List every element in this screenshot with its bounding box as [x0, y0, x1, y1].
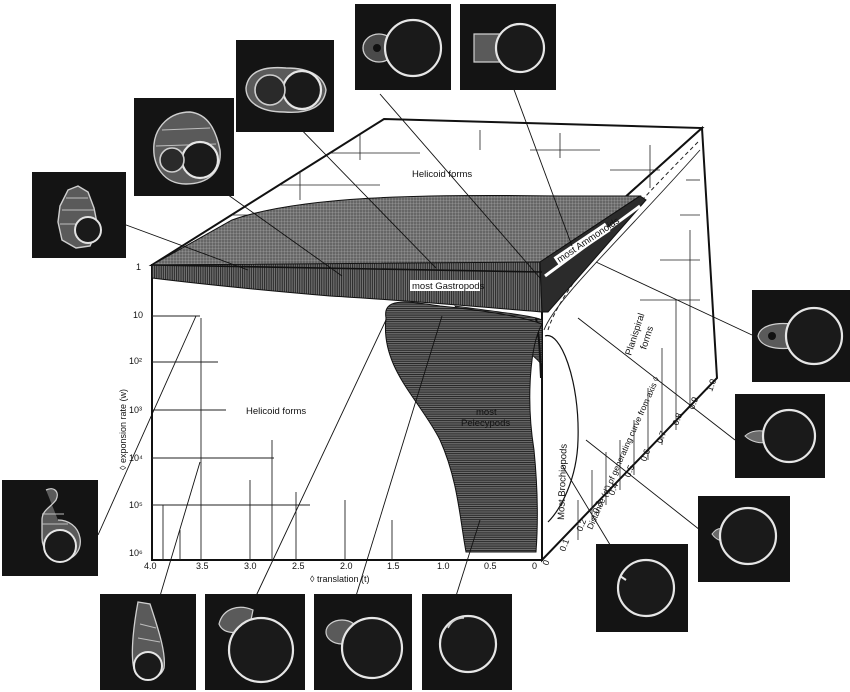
d-tick-0-6: 0.6 — [638, 448, 652, 463]
specimen-gastropod-low-spire — [236, 40, 334, 132]
y-tick-1000: 10³ — [129, 405, 142, 415]
side-dashed-curve — [547, 139, 701, 331]
x-tick-3-5: 3.5 — [196, 561, 209, 571]
side-grid — [577, 179, 700, 540]
specimen-pelecypod-large-umbo — [205, 594, 305, 690]
x-tick-0: 0 — [532, 561, 537, 571]
specimen-gastropod-high-spire — [134, 98, 234, 196]
specimen-tall-cone — [100, 594, 196, 690]
y-tick-100000: 10⁵ — [129, 500, 143, 510]
y-tick-1000000: 10⁶ — [129, 548, 143, 558]
d-tick-0-7: 0.7 — [654, 430, 668, 445]
d-tick-0-9: 0.9 — [686, 396, 700, 411]
specimen-planispiral-involute — [752, 290, 850, 382]
x-tick-2-5: 2.5 — [292, 561, 305, 571]
y-tick-10000: 10⁴ — [129, 453, 143, 463]
specimen-pelecypod-umbo — [314, 594, 412, 690]
y-tick-1: 1 — [136, 262, 141, 272]
gastropods-label: most Gastropods — [412, 281, 485, 292]
x-tick-4-0: 4.0 — [144, 561, 157, 571]
specimen-ammonoid-front-view — [460, 4, 556, 90]
brachiopod-boundary — [544, 335, 579, 523]
d-tick-0-8: 0.8 — [670, 412, 684, 427]
x-tick-2-0: 2.0 — [340, 561, 353, 571]
specimens — [2, 4, 850, 690]
d-tick-1-0: 1.0 — [704, 378, 718, 393]
specimen-pelecypod-round — [422, 594, 512, 690]
x-axis: 4.0 3.5 3.0 2.5 2.0 1.5 1.0 0.5 0 ◊ tran… — [144, 561, 537, 584]
pelecypods-label-line1: most — [476, 407, 497, 418]
specimen-ammonoid-side-view — [355, 4, 451, 90]
y-tick-10: 10 — [133, 310, 143, 320]
specimen-gastropod-tall-spire — [32, 172, 126, 258]
pelecypods-region — [384, 301, 543, 553]
d-tick-0-2: 0.2 — [574, 518, 588, 533]
x-tick-0-5: 0.5 — [484, 561, 497, 571]
morphospace-cube — [148, 117, 719, 563]
leader-lines — [97, 67, 753, 597]
x-tick-3-0: 3.0 — [244, 561, 257, 571]
d-tick-0: 0 — [540, 559, 551, 567]
specimen-hooked-form — [2, 480, 98, 576]
ammonoids-wedge — [539, 195, 647, 313]
front-grid — [152, 315, 393, 560]
d-tick-0-4: 0.4 — [606, 482, 620, 497]
x-tick-1-5: 1.5 — [387, 561, 400, 571]
specimen-brachiopod-like-2 — [698, 496, 790, 582]
y-tick-100: 10² — [129, 356, 142, 366]
specimen-brachiopod-like-3 — [596, 544, 688, 632]
helicoid-forms-top-label: Helicoid forms — [412, 169, 472, 180]
d-tick-0-1: 0.1 — [557, 538, 571, 553]
specimen-brachiopod-like-1 — [735, 394, 825, 478]
helicoid-forms-front-label: Helicoid forms — [246, 406, 306, 417]
x-axis-label: ◊ translation (t) — [310, 574, 369, 584]
y-axis-label: ◊ exponsion rate (w) — [118, 389, 128, 470]
d-tick-0-3: 0.3 — [590, 500, 604, 515]
y-axis: 1 10 10² 10³ 10⁴ 10⁵ 10⁶ ◊ exponsion rat… — [118, 262, 143, 558]
brachiopods-label: Most Brochiopods — [556, 443, 570, 520]
d-tick-0-5: 0.5 — [622, 464, 636, 479]
pelecypods-label-line2: Pelecypods — [461, 418, 510, 429]
gastropods-front-band — [151, 261, 543, 313]
x-tick-1-0: 1.0 — [437, 561, 450, 571]
